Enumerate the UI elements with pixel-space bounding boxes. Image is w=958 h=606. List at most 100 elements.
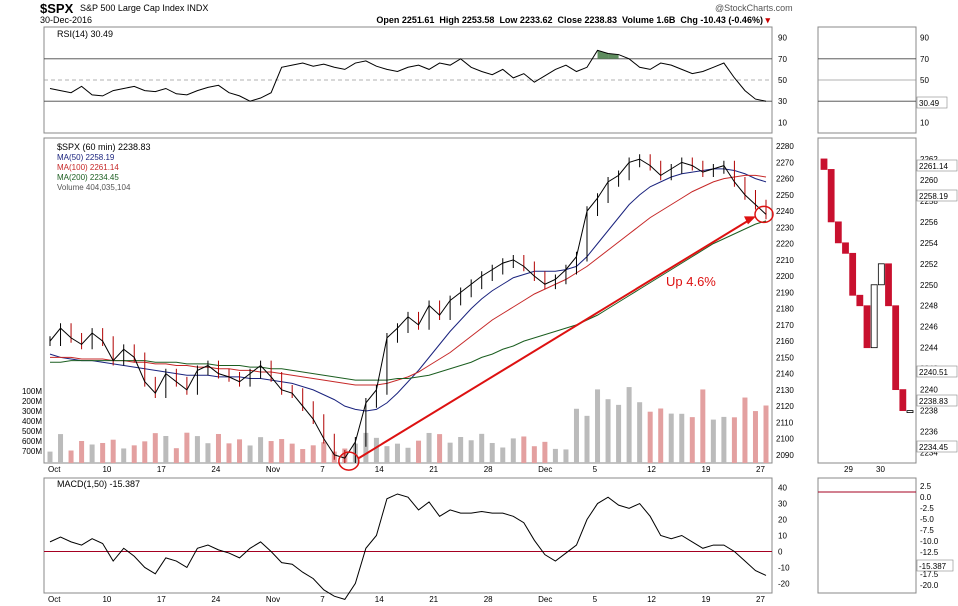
volume-legend: Volume 404,035,104	[57, 183, 131, 192]
rsi-tick-label: 30	[778, 97, 787, 106]
macd-tick-label: -20	[778, 579, 790, 588]
price-tick-label: 2110	[776, 418, 794, 427]
macd-x-label: Nov	[266, 595, 280, 604]
zoom-price-flag-label: 2240.51	[919, 368, 948, 377]
volume-bar	[194, 436, 200, 463]
volume-bar	[500, 447, 506, 463]
volume-bar	[510, 438, 516, 463]
volume-bar	[700, 389, 706, 463]
macd-line	[49, 493, 767, 600]
zoom-price-tick-label: 2252	[920, 260, 938, 269]
price-tick-label: 2240	[776, 207, 794, 216]
price-x-label: 10	[102, 465, 111, 474]
zoom-price-tick-label: 2248	[920, 302, 938, 311]
price-tick-label: 2220	[776, 240, 794, 249]
macd-x-label: 10	[102, 595, 111, 604]
volume-tick-label: 300M	[22, 407, 42, 416]
ma50-legend: MA(50) 2258.19	[57, 153, 115, 162]
price-x-label: Dec	[538, 465, 552, 474]
macd-x-label: 24	[211, 595, 220, 604]
ma200-legend: MA(200) 2234.45	[57, 173, 119, 182]
price-x-label: 28	[484, 465, 493, 474]
price-x-label: Oct	[48, 465, 61, 474]
volume-bar	[268, 441, 274, 463]
volume-bar	[373, 437, 379, 463]
price-tick-label: 2140	[776, 370, 794, 379]
volume-bar	[668, 413, 674, 463]
price-tick-label: 2130	[776, 386, 794, 395]
macd-x-label: 19	[702, 595, 711, 604]
volume-bar	[637, 402, 643, 463]
volume-bar	[384, 446, 390, 463]
price-tick-label: 2150	[776, 353, 794, 362]
volume-bar	[647, 411, 653, 463]
zoom-candle	[820, 158, 828, 170]
volume-tick-label: 600M	[22, 437, 42, 446]
volume-bar	[152, 433, 158, 463]
zoom-rsi-flag	[916, 96, 948, 109]
zoom-price-flag-label: 2238.83	[919, 397, 948, 406]
volume-bar	[68, 450, 74, 463]
zoom-price-tick-label: 2250	[920, 281, 938, 290]
macd-x-label: Oct	[48, 595, 61, 604]
rsi-legend: RSI(14) 30.49	[57, 29, 113, 39]
volume-bar	[437, 434, 443, 463]
macd-tick-label: 30	[778, 500, 787, 509]
price-x-label: Nov	[266, 465, 280, 474]
ma50-line	[49, 168, 767, 412]
price-tick-label: 2230	[776, 223, 794, 232]
zoom-price-flag-label: 2261.14	[919, 162, 948, 171]
volume-bar	[616, 404, 622, 463]
price-x-label: 17	[157, 465, 166, 474]
zoom-macd-flag-label: -15.387	[919, 562, 947, 571]
volume-bar	[752, 411, 758, 463]
volume-bar	[394, 443, 400, 463]
zoom-price-tick-label: 2262	[920, 155, 938, 164]
zoom-candle	[899, 389, 907, 411]
zoom-macd-panel-frame	[817, 477, 917, 594]
price-x-label: 27	[756, 465, 765, 474]
zoom-price-flag	[916, 189, 958, 202]
macd-x-label: 28	[484, 595, 493, 604]
price-tick-label: 2190	[776, 288, 794, 297]
macd-tick-label: 20	[778, 516, 787, 525]
zoom-candle	[827, 169, 835, 223]
macd-tick-label: 0	[778, 547, 783, 556]
price-x-label: 24	[211, 465, 220, 474]
volume-bar	[658, 408, 664, 463]
chart-date: 30-Dec-2016	[40, 15, 93, 25]
volume-bar	[710, 419, 716, 463]
zoom-macd-tick-label: -7.5	[920, 526, 934, 535]
price-x-label: 7	[320, 465, 325, 474]
zoom-candle	[863, 305, 871, 349]
zoom-macd-tick-label: -17.5	[920, 570, 939, 579]
price-tick-label: 2210	[776, 256, 794, 265]
macd-tick-label: 40	[778, 484, 787, 493]
volume-bar	[416, 440, 422, 463]
zoom-candle	[870, 284, 878, 349]
volume-tick-label: 400M	[22, 417, 42, 426]
volume-bar	[321, 442, 327, 463]
price-tick-label: 2260	[776, 175, 794, 184]
zoom-macd-tick-label: -12.5	[920, 548, 939, 557]
open-value: Open 2251.61	[376, 15, 435, 25]
rsi-overbought-fill	[608, 53, 619, 59]
volume-bar	[363, 432, 369, 463]
zoom-x-label: 29	[844, 465, 853, 474]
volume-bar	[110, 439, 116, 463]
volume-bar	[458, 437, 464, 463]
volume-bar	[163, 435, 169, 463]
zoom-price-flag	[916, 440, 958, 453]
volume-bar	[468, 440, 474, 463]
macd-x-label: Dec	[538, 595, 552, 604]
volume-bar	[405, 447, 411, 463]
volume-bar	[131, 445, 137, 463]
ohlc-summary: Open 2251.61 High 2253.58 Low 2233.62 Cl…	[376, 16, 770, 25]
zoom-price-flag-label: 2234.45	[919, 443, 948, 452]
volume-bar	[552, 448, 558, 463]
volume-tick-label: 500M	[22, 427, 42, 436]
change-value: Chg -10.43 (-0.46%)	[680, 15, 763, 25]
zoom-price-flag-label: 2258.19	[919, 192, 948, 201]
zoom-price-tick-label: 2244	[920, 344, 938, 353]
